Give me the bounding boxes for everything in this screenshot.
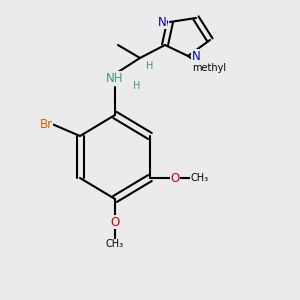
Text: H: H (146, 61, 154, 71)
Text: N: N (158, 16, 166, 28)
Text: O: O (110, 215, 120, 229)
Text: O: O (170, 172, 180, 184)
Text: H: H (133, 81, 141, 91)
Text: CH₃: CH₃ (106, 239, 124, 249)
Text: Br: Br (39, 118, 52, 130)
Text: methyl: methyl (192, 63, 226, 73)
Text: NH: NH (106, 71, 124, 85)
Text: N: N (192, 50, 200, 62)
Text: CH₃: CH₃ (191, 173, 209, 183)
